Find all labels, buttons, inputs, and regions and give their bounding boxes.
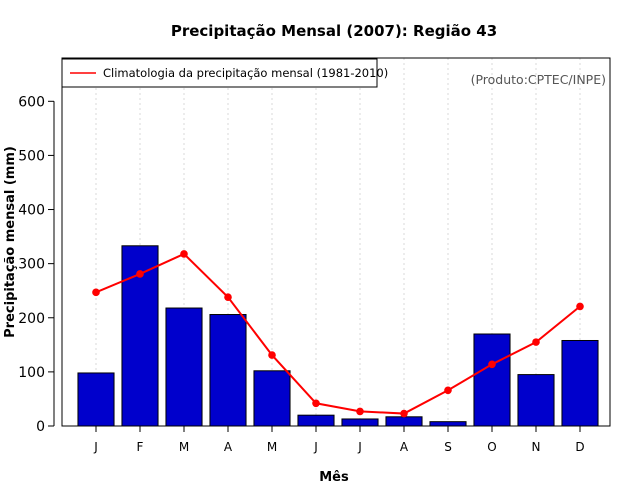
bar-4 [209,314,247,427]
bar-3 [165,307,203,427]
climatology-point-3 [180,250,188,258]
x-tick-label: O [487,440,496,454]
climatology-polyline [95,252,581,415]
climatology-point-6 [312,399,320,408]
bar-1 [77,372,115,427]
y-tick-label: 0 [36,419,45,435]
bar-12 [561,339,599,427]
climatology-point-1 [92,288,100,297]
x-axis-title: Mês [319,470,349,485]
climatology-point-7 [356,407,364,416]
y-tick-label: 600 [18,94,45,110]
climatology-line [92,250,584,418]
x-tick-label: N [532,440,541,454]
bar-10 [473,333,511,427]
climatology-point-4 [224,293,232,302]
climatology-point-10 [488,360,496,369]
bar-6 [297,414,335,427]
legend-label-climatology: Climatologia da precipitação mensal (198… [103,66,388,80]
y-tick-label: 400 [18,203,45,219]
x-tick-label: J [357,440,362,454]
bar-9 [429,421,467,427]
y-tick-label: 200 [18,311,45,327]
climatology-point-8 [400,409,408,418]
legend: Climatologia da precipitação mensal (198… [61,58,388,88]
x-tick-label: M [267,440,277,454]
x-tick-label: A [224,440,233,454]
climatology-point-5 [268,351,276,359]
y-tick-label: 300 [18,257,45,273]
x-tick-label: S [444,440,452,454]
x-tick-label: J [313,440,318,454]
bars [77,245,599,427]
bar-5 [253,370,291,427]
x-tick-label: D [575,440,584,454]
climatology-point-11 [532,338,540,346]
y-axis-title: Precipitação mensal (mm) [3,146,18,338]
bar-7 [341,418,379,427]
climatology-point-9 [444,386,452,395]
bar-11 [517,374,555,427]
x-tick-label: M [179,440,189,454]
x-tick-label: J [93,440,98,454]
y-tick-label: 100 [18,365,45,381]
legend-box [61,58,378,88]
y-axis: 0 100 200 300 400 500 600 [18,94,55,435]
y-tick-label: 500 [18,148,45,164]
bar-8 [385,416,423,427]
climatology-point-12 [576,302,584,311]
plot-frame [61,57,611,427]
chart-title: Precipitação Mensal (2007): Região 43 [171,22,497,40]
x-tick-label: F [137,440,144,454]
climatology-point-2 [136,270,144,278]
source-note: (Produto:CPTEC/INPE) [471,72,606,87]
x-tick-label: A [400,440,409,454]
